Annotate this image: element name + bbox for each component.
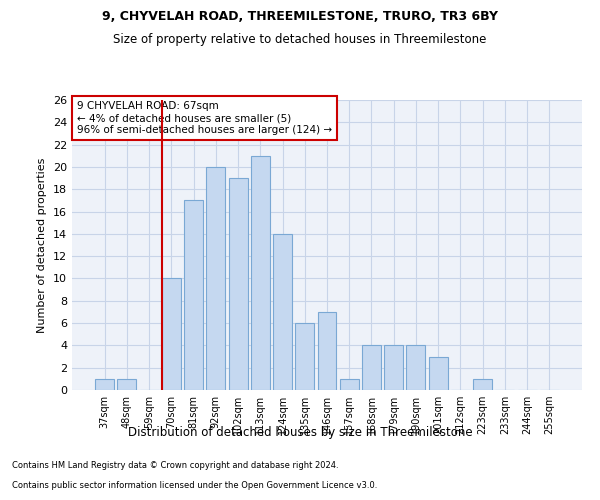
Bar [118,379,136,390]
Bar [295,323,314,390]
Bar [162,278,181,390]
Bar [406,346,425,390]
Bar [95,379,114,390]
Text: 9, CHYVELAH ROAD, THREEMILESTONE, TRURO, TR3 6BY: 9, CHYVELAH ROAD, THREEMILESTONE, TRURO,… [102,10,498,23]
Bar [184,200,203,390]
Bar [473,379,492,390]
Text: Distribution of detached houses by size in Threemilestone: Distribution of detached houses by size … [128,426,472,439]
Bar [229,178,248,390]
Bar [429,356,448,390]
Bar [206,167,225,390]
Text: Size of property relative to detached houses in Threemilestone: Size of property relative to detached ho… [113,32,487,46]
Bar [317,312,337,390]
Bar [340,379,359,390]
Y-axis label: Number of detached properties: Number of detached properties [37,158,47,332]
Bar [384,346,403,390]
Bar [362,346,381,390]
Text: Contains HM Land Registry data © Crown copyright and database right 2024.: Contains HM Land Registry data © Crown c… [12,461,338,470]
Bar [251,156,270,390]
Bar [273,234,292,390]
Text: Contains public sector information licensed under the Open Government Licence v3: Contains public sector information licen… [12,481,377,490]
Text: 9 CHYVELAH ROAD: 67sqm
← 4% of detached houses are smaller (5)
96% of semi-detac: 9 CHYVELAH ROAD: 67sqm ← 4% of detached … [77,102,332,134]
